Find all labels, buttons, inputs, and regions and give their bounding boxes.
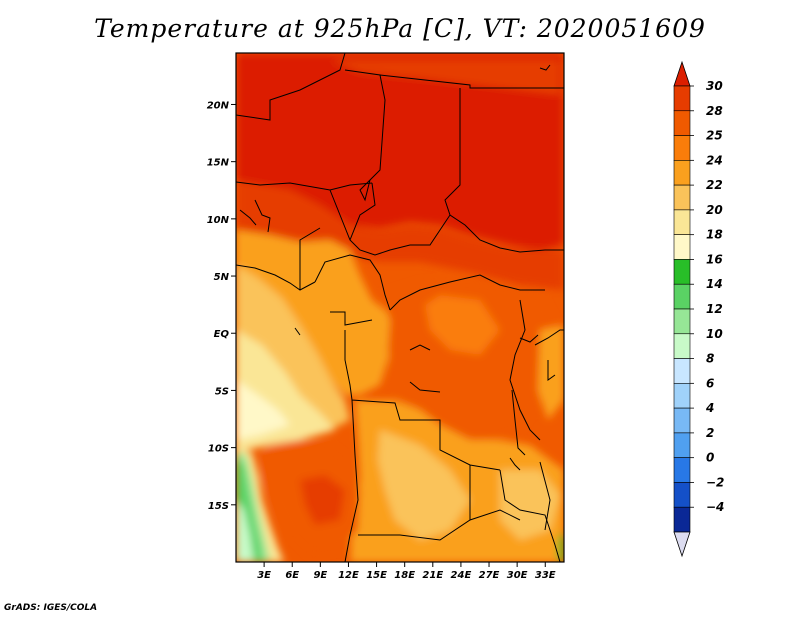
colorbar-label: 18: [706, 228, 723, 242]
x-tick-label: 6E: [285, 570, 299, 581]
colorbar-swatch: [673, 407, 691, 434]
y-tick-label: 5N: [214, 272, 230, 283]
colorbar-swatch: [673, 482, 691, 508]
colorbar-swatch: [673, 457, 691, 483]
colorbar-label: 22: [706, 178, 723, 192]
colorbar-swatch: [673, 333, 691, 359]
x-axis: 3E 6E 9E 12E 15E 18E 21E 24E 27E 30E 33E: [257, 562, 556, 581]
colorbar-label: 25: [706, 129, 723, 143]
colorbar-label: 0: [706, 451, 714, 465]
colorbar-label: 16: [706, 252, 723, 266]
map-frame: [235, 52, 565, 563]
colorbar-label: 14: [706, 277, 723, 291]
colorbar-swatch: [673, 259, 691, 285]
colorbar-over-triangle: [673, 60, 691, 87]
grads-credit: GrADS: IGES/COLA: [4, 603, 98, 613]
x-tick-label: 33E: [535, 570, 556, 581]
x-tick-label: 18E: [394, 570, 415, 581]
country-borders: [236, 53, 564, 562]
y-tick-label: 15S: [208, 501, 229, 512]
temperature-field: [236, 53, 564, 562]
colorbar-label: 4: [705, 401, 714, 415]
colorbar-label: 8: [706, 352, 714, 366]
colorbar-swatch: [673, 358, 691, 384]
colorbar-swatch: [673, 160, 691, 186]
y-axis: 20N 15N 10N 5N EQ 5S 10S 15S: [207, 100, 236, 512]
x-tick-label: 27E: [479, 570, 500, 581]
y-tick-label: 5S: [215, 386, 229, 397]
colorbar-label: −2: [706, 475, 724, 489]
colorbar-label: 12: [706, 302, 723, 316]
x-tick-label: 21E: [422, 570, 443, 581]
chart-title: Temperature at 925hPa [C], VT: 202005160…: [94, 14, 706, 43]
colorbar-swatch: [673, 506, 691, 533]
y-tick-label: 10S: [208, 444, 229, 455]
x-tick-label: 24E: [451, 570, 472, 581]
colorbar-swatch: [673, 234, 691, 260]
y-tick-label: 20N: [207, 100, 230, 111]
colorbar-swatch: [673, 135, 691, 161]
colorbar-swatch: [673, 184, 691, 211]
colorbar-label: 24: [706, 153, 723, 167]
x-tick-label: 15E: [366, 570, 387, 581]
colorbar-swatch: [673, 283, 691, 310]
colorbar-swatch: [673, 308, 691, 335]
x-tick-label: 12E: [338, 570, 359, 581]
colorbar-swatch: [673, 110, 691, 136]
x-tick-label: 9E: [313, 570, 327, 581]
y-tick-label: EQ: [214, 329, 230, 340]
colorbar-swatch: [673, 85, 691, 112]
colorbar-label: 10: [706, 327, 723, 341]
colorbar-label: 6: [706, 376, 714, 390]
x-tick-label: 3E: [257, 570, 271, 581]
colorbar-label: 28: [706, 104, 723, 118]
colorbar-label: 20: [706, 203, 723, 217]
colorbar-label: 30: [706, 79, 723, 93]
colorbar-label: 2: [706, 426, 714, 440]
colorbar-label: −4: [706, 500, 724, 514]
colorbar-under-triangle: [673, 531, 691, 558]
colorbar-swatch: [673, 209, 691, 235]
colorbar-swatch: [673, 383, 691, 409]
colorbar-swatch: [673, 432, 691, 458]
x-tick-label: 30E: [507, 570, 528, 581]
y-tick-label: 15N: [207, 158, 230, 169]
y-tick-label: 10N: [207, 215, 230, 226]
